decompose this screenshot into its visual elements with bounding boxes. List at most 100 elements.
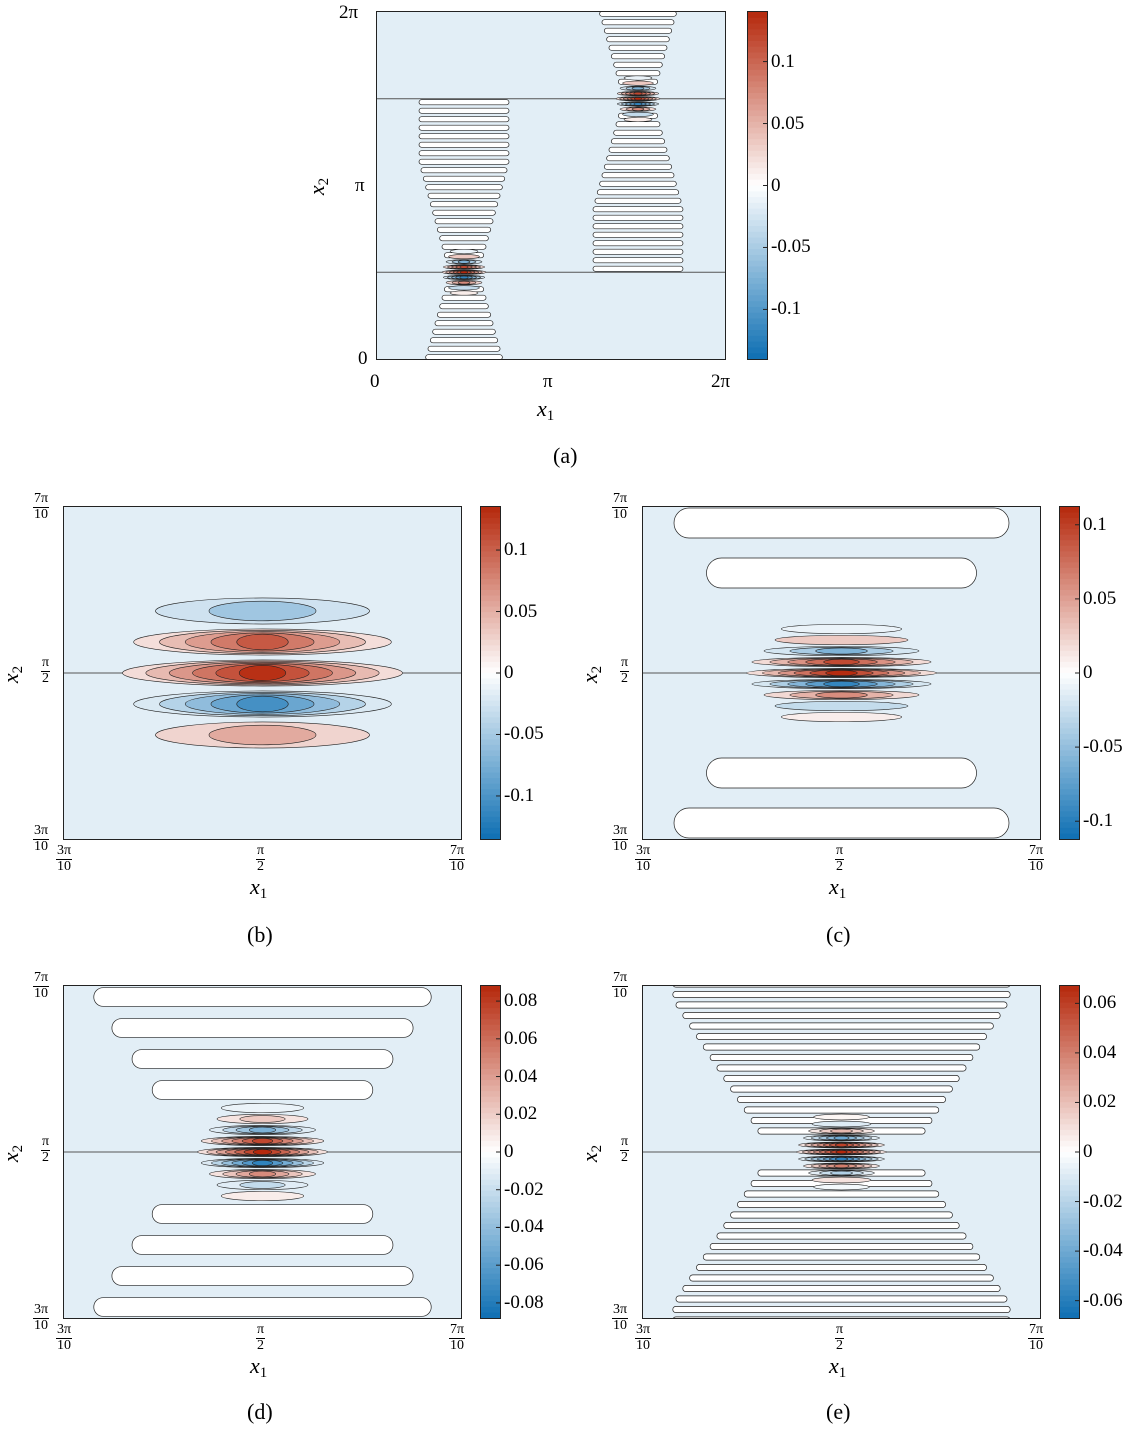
tick-numerator: π [256, 1322, 266, 1339]
contour-level [236, 633, 289, 651]
contour-stripe [111, 1018, 414, 1038]
tick-numerator: π [620, 1134, 630, 1151]
x-axis-label-b-text: x1 [250, 874, 268, 902]
contour-level [774, 701, 909, 711]
colorbar-segment [1060, 1041, 1079, 1048]
contour-stripe [439, 235, 489, 242]
colorbar-e-svg [1060, 986, 1079, 1318]
y-axis-label-a-text: x2 [304, 177, 333, 196]
contour-stripe [730, 1211, 953, 1219]
colorbar-segment [748, 40, 767, 48]
colorbar-segment [748, 231, 767, 239]
tick-denominator: 10 [613, 838, 628, 854]
heatmap-c-svg [643, 507, 1040, 839]
colorbar-segment [1060, 1196, 1079, 1203]
colorbar-segment [481, 1196, 500, 1203]
contour-level [774, 635, 909, 645]
colorbar-segment [748, 353, 767, 359]
colorbar-segment [1060, 1057, 1079, 1065]
contour-stripe [422, 175, 506, 182]
axis-tick-label: 3π 10 [33, 1302, 50, 1333]
x-axis-label-c-text: x1 [829, 874, 847, 902]
colorbar-segment [1060, 1229, 1079, 1236]
colorbar-segment [1060, 518, 1079, 525]
tick-numerator: 3π [56, 1322, 73, 1339]
colorbar-segment [748, 254, 767, 262]
tick-denominator: 2 [836, 1337, 844, 1353]
contour-level [208, 600, 317, 622]
colorbar-segment [748, 81, 767, 88]
colorbar-segment [748, 249, 767, 256]
colorbar-segment [1060, 523, 1079, 530]
axis-subscript: 1 [259, 886, 268, 902]
colorbar-segment [748, 145, 767, 152]
contour-stripe [429, 201, 499, 208]
contour-stripe [111, 1266, 414, 1286]
contour-level [239, 1181, 286, 1189]
colorbar-segment [481, 1295, 500, 1302]
y-axis-label-c: x2 [577, 666, 606, 683]
colorbar-segment [481, 1179, 500, 1186]
axis-subscript: 1 [838, 886, 847, 902]
colorbar-segment [748, 197, 767, 204]
colorbar-segment [1060, 1002, 1079, 1009]
contour-stripe [599, 12, 677, 17]
contour-stripe [434, 320, 494, 327]
tick-denominator: 10 [636, 1337, 651, 1353]
contour-stripe [608, 44, 668, 51]
y-axis-label-b-text: x2 [0, 665, 27, 684]
contour-level [622, 111, 654, 117]
x-axis-label-e-text: x1 [829, 1353, 847, 1381]
colorbar-segment [1060, 711, 1079, 718]
colorbar-segment [481, 778, 500, 785]
colorbar-segment [481, 733, 500, 740]
colorbar-segment [1060, 1035, 1079, 1042]
colorbar-segment [481, 986, 500, 993]
colorbar-e [1059, 985, 1080, 1319]
contour-level [221, 1103, 305, 1113]
colorbar-segment [748, 278, 767, 285]
colorbar-segment [481, 756, 500, 763]
colorbar-segment [1060, 617, 1079, 624]
colorbar-segment [481, 1257, 500, 1264]
colorbar-segment [481, 578, 500, 586]
colorbar-segment [481, 1207, 500, 1214]
colorbar-segment [748, 202, 767, 210]
colorbar-segment [481, 540, 500, 547]
tick-denominator: 2 [257, 1337, 265, 1353]
x-axis-label-a-text: x1 [537, 396, 555, 424]
colorbar-d-svg [481, 986, 500, 1318]
colorbar-segment [481, 822, 500, 829]
colorbar-segment [1060, 1163, 1079, 1170]
contour-level [623, 75, 653, 81]
colorbar-segment [481, 1046, 500, 1053]
colorbar-segment [1060, 1301, 1079, 1308]
contour-level [811, 1120, 872, 1128]
colorbar-segment [1060, 783, 1079, 790]
colorbar-tick-label: -0.06 [504, 1254, 544, 1276]
colorbar-segment [1060, 1008, 1079, 1015]
colorbar-segment [1060, 689, 1079, 696]
colorbar-segment [481, 772, 500, 779]
contour-stripe [599, 180, 677, 187]
colorbar-segment [1060, 1129, 1079, 1136]
colorbar-segment [748, 52, 767, 59]
colorbar-segment [481, 805, 500, 812]
colorbar-segment [748, 225, 767, 233]
colorbar-segment [1060, 673, 1079, 680]
axis-subscript: 1 [259, 1365, 268, 1381]
y-axis-label-d: x2 [0, 1145, 27, 1162]
colorbar-segment [481, 761, 500, 768]
colorbar-segment [1060, 634, 1079, 641]
y-axis-label-a: x2 [304, 178, 333, 195]
colorbar-segment [481, 1273, 500, 1280]
heatmap-c [642, 506, 1041, 840]
colorbar-segment [481, 612, 500, 619]
axis-tick-label: 7π 10 [449, 1322, 466, 1353]
colorbar-segment [1060, 800, 1079, 807]
colorbar-segment [1060, 1235, 1079, 1242]
tick-denominator: 2 [621, 670, 629, 686]
x-axis-label-a: x1 [537, 396, 554, 425]
colorbar-tick-label: 0 [1083, 1141, 1093, 1162]
colorbar-segment [481, 639, 500, 646]
